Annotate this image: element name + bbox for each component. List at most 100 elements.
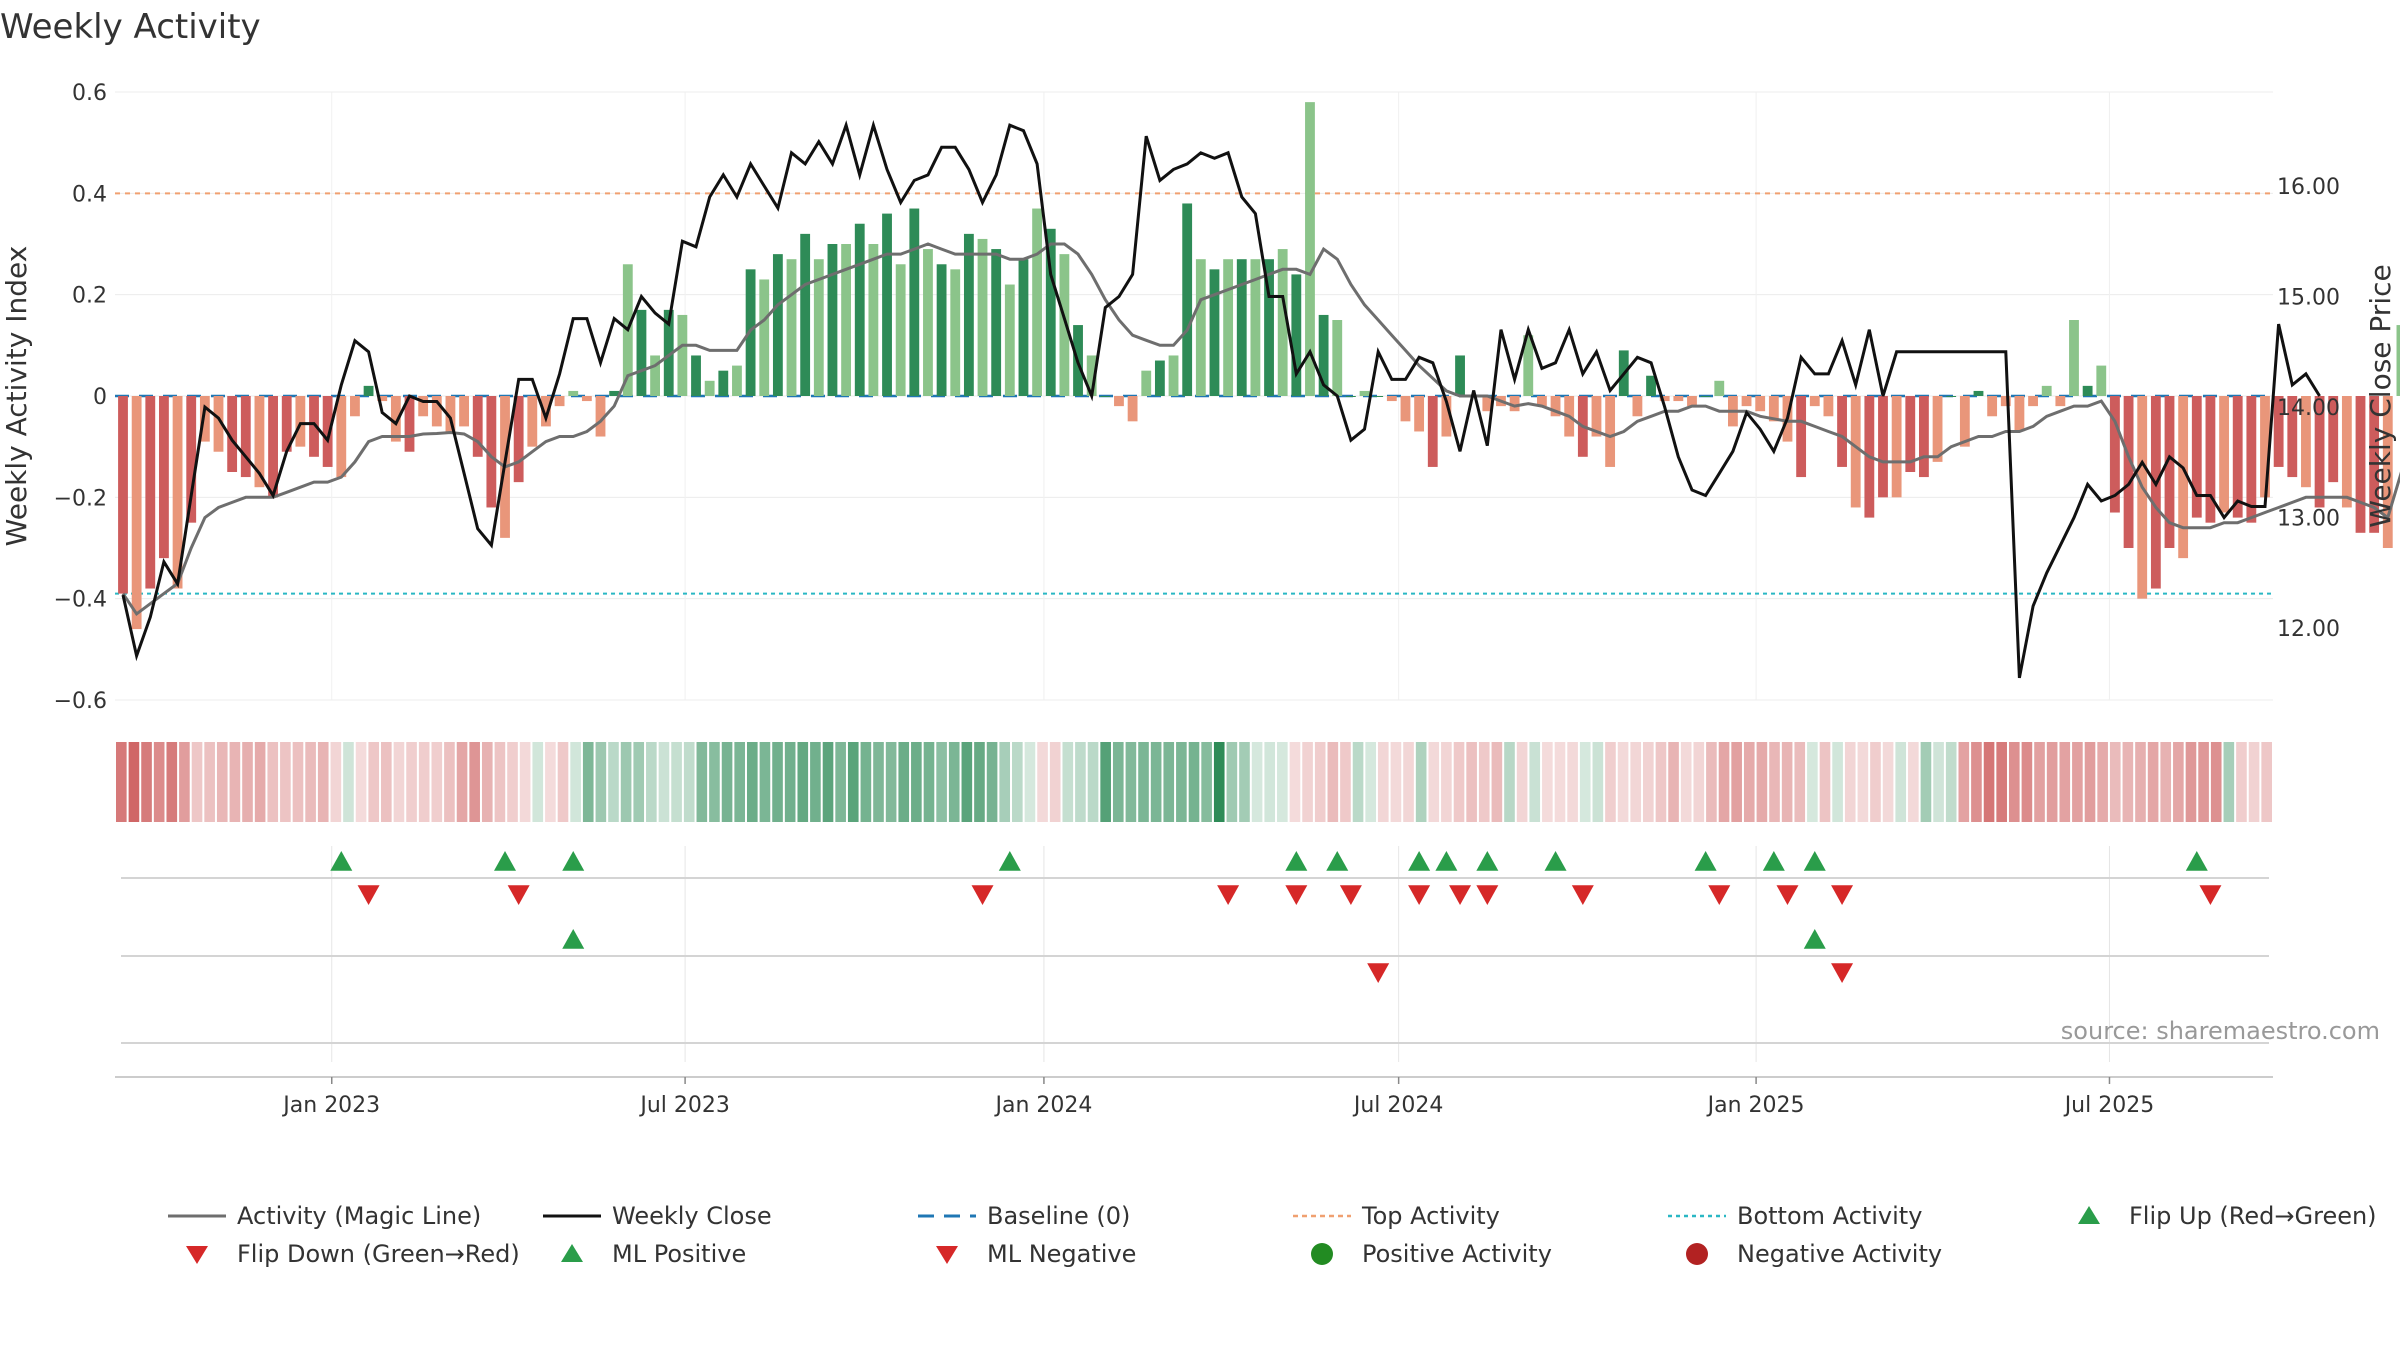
activity-bar [1768,396,1779,422]
flip-down-marker [971,885,994,905]
flip-up-marker [998,851,1021,871]
heat-strip-cell [1844,742,1856,822]
activity-bar [1045,228,1056,396]
legend-item-close: Weekly Close [543,1202,772,1230]
y-tick-label-right: 15.00 [2277,286,2340,311]
activity-bar [118,396,128,594]
activity-bar [1400,396,1411,422]
activity-bar [1905,396,1916,472]
activity-bar [1714,380,1725,396]
activity-bar [1796,396,1807,478]
activity-bar [1141,370,1152,396]
heat-strip-cell [179,742,190,822]
activity-bar [2314,396,2325,508]
heat-strip-cell [2185,742,2197,822]
heat-strip-cell [1718,742,1730,822]
heat-strip-cell [1579,742,1591,822]
flip-down-marker [1476,885,1499,905]
activity-bar [1987,396,1998,417]
heat-strip-cell [1504,742,1515,822]
heat-strip-cell [696,742,708,822]
activity-bar [1195,259,1206,396]
activity-bar [1687,396,1697,407]
signal-panels [115,851,2273,1078]
legend-label-baseline: Baseline (0) [987,1202,1130,1230]
heat-strip-cell [305,742,316,822]
heat-strip-cell [381,742,392,822]
heat-strip-cell [2135,742,2146,822]
heat-strip-cell [1441,742,1452,822]
heat-strip-cell [595,742,607,822]
heat-strip-cell [469,742,480,822]
activity-bar [513,396,524,483]
activity-bar [1305,102,1315,396]
legend-label-flipup: Flip Up (Red→Green) [2129,1202,2377,1230]
heat-strip-cell [1037,742,1048,822]
heat-strip-cell [1769,742,1780,822]
heat-strip-cell [481,742,493,822]
activity-bar [923,249,933,396]
flip-down-marker [1285,885,1308,905]
heat-strip-cell [368,742,380,822]
heat-strip-cell [557,742,569,822]
activity-bar [1755,396,1766,412]
heat-strip-cell [759,742,771,822]
heat-strip-cell [191,742,203,822]
flip-down-marker [507,885,530,905]
activity-bar [2328,396,2339,483]
x-tick-label: Jul 2024 [1352,1093,1444,1118]
activity-bar [322,396,333,467]
activity-bar [254,396,265,488]
activity-bar [1946,396,1957,397]
activity-bar [240,396,251,478]
activity-bar [568,390,579,396]
activity-bar [1837,396,1847,467]
heat-strip-cell [1832,742,1843,822]
activity-bar [186,396,197,523]
activity-bar [1386,396,1397,402]
activity-bar [2232,396,2243,518]
heat-strip-cell [948,742,960,822]
ml-positive-marker [562,929,585,949]
heat-strip-cell [835,742,846,822]
activity-bar [2301,396,2311,488]
flip-down-marker [1408,885,1431,905]
legend-label-bottom: Bottom Activity [1737,1202,1922,1230]
activity-bar [1919,396,1929,478]
flip-down-marker [1339,885,1362,905]
heat-strip-cell [1352,742,1364,822]
activity-bar [377,396,388,402]
activity-bar [882,213,892,396]
y-tick-label-left: 0.4 [72,182,107,207]
activity-bar [281,396,292,452]
activity-bar [991,249,1002,396]
activity-bar [1004,284,1015,396]
activity-bar [1441,396,1452,437]
heat-strip-cell [2034,742,2045,822]
activity-bar [1455,355,1465,396]
heat-strip-cell [1112,742,1124,822]
y-tick-label-right: 14.00 [2277,396,2340,421]
activity-bar [431,396,442,427]
heat-strip-cell [570,742,581,822]
activity-bar [390,396,401,442]
heat-strip-cell [1996,742,2007,822]
flip-up-marker [562,851,585,871]
activity-bar [595,396,606,437]
heat-strip-cell [1340,742,1351,822]
heat-strip-cell [1239,742,1250,822]
heat-strip-cell [1062,742,1074,822]
activity-bar [2014,396,2025,432]
activity-bar [1032,208,1043,396]
flip-up-marker [2185,851,2208,871]
legend-item-flipdown: Flip Down (Green→Red) [186,1240,520,1268]
heat-strip-cell [1277,742,1288,822]
x-tick-label: Jan 2023 [281,1093,380,1118]
heat-strip-cell [1516,742,1528,822]
activity-bar [1891,396,1902,498]
heat-strip-cell [153,742,165,822]
legend-label-mlneg: ML Negative [987,1240,1136,1268]
heat-strip-cell [1908,742,1919,822]
legend-swatch-negact [1686,1243,1708,1265]
